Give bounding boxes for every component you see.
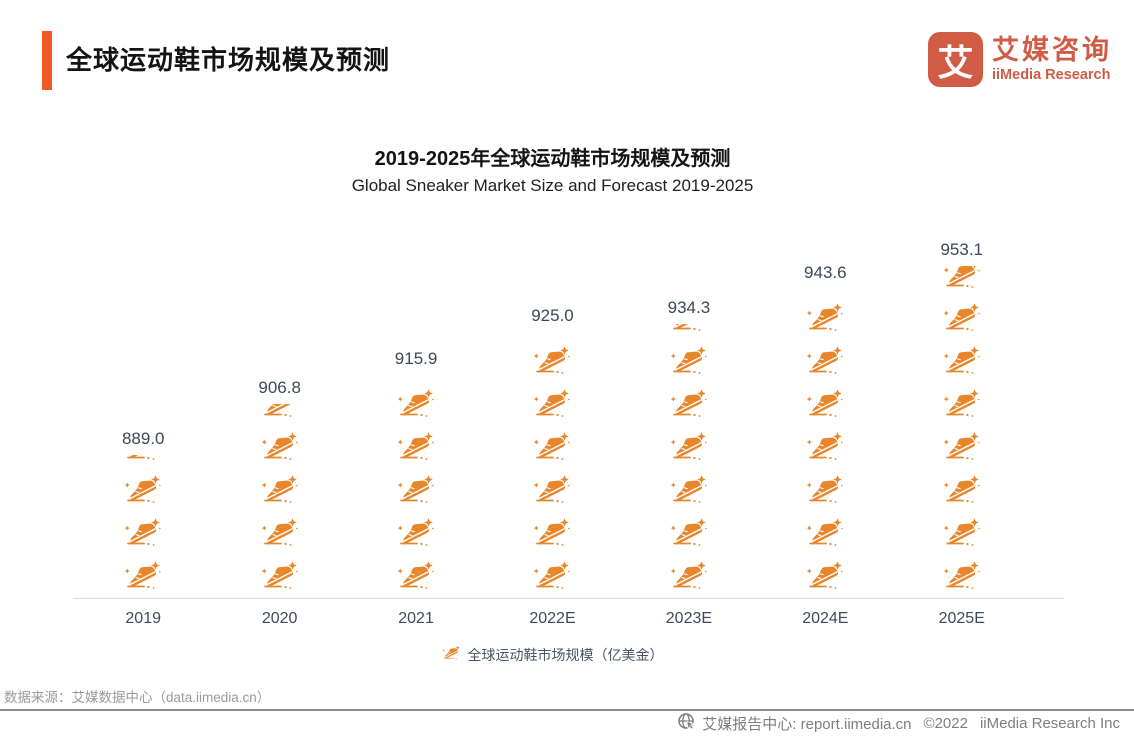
value-label: 943.6 xyxy=(804,263,847,282)
footer-divider xyxy=(0,709,1134,711)
sneaker-icon xyxy=(533,461,571,504)
sneaker-icon xyxy=(943,375,981,418)
globe-cursor-icon xyxy=(677,712,696,735)
sneaker-icon xyxy=(533,418,571,461)
x-axis-label: 2019 xyxy=(125,610,161,627)
logo-name-en: iiMedia Research xyxy=(992,67,1111,84)
sneaker-icon xyxy=(670,504,708,547)
iimedia-logo-icon: 艾 xyxy=(928,32,983,87)
sneaker-icon xyxy=(670,461,708,504)
sneaker-icon xyxy=(670,375,708,418)
logo-text: 艾媒咨询 iiMedia Research xyxy=(992,34,1112,84)
sneaker-icon xyxy=(943,504,981,547)
sneaker-icon xyxy=(261,547,299,590)
chart-column: 943.6 xyxy=(757,210,893,598)
chart-column: 906.8 xyxy=(211,210,347,598)
sneaker-icon xyxy=(397,375,435,418)
chart-column: 953.1 xyxy=(894,210,1030,598)
x-axis-label: 2024E xyxy=(802,610,849,627)
sneaker-icon xyxy=(441,645,461,665)
sneaker-icon xyxy=(670,547,708,590)
sneaker-icon-partial xyxy=(124,455,162,461)
value-label: 925.0 xyxy=(531,306,574,325)
sneaker-icon xyxy=(261,461,299,504)
data-source-note: 数据来源：艾媒数据中心（data.iimedia.cn） xyxy=(4,690,271,705)
sneaker-icon xyxy=(806,418,844,461)
chart-column: 915.9 xyxy=(348,210,484,598)
sneaker-icon xyxy=(806,375,844,418)
sneaker-icon xyxy=(397,547,435,590)
sneaker-icon xyxy=(397,461,435,504)
title-accent-bar xyxy=(42,31,52,90)
chart-column: 889.0 xyxy=(75,210,211,598)
sneaker-icon xyxy=(806,547,844,590)
value-label: 915.9 xyxy=(394,349,438,368)
chart-title: 2019-2025年全球运动鞋市场规模及预测 xyxy=(374,148,731,170)
sneaker-icon xyxy=(943,547,981,590)
company-text: iiMedia Research Inc xyxy=(979,715,1120,732)
logo-name-cn: 艾媒咨询 xyxy=(992,34,1112,65)
x-axis-label: 2025E xyxy=(938,610,985,627)
value-label: 906.8 xyxy=(258,378,301,397)
sneaker-icon xyxy=(124,547,162,590)
sneaker-icon xyxy=(806,289,844,332)
sneaker-icon xyxy=(806,504,844,547)
x-axis-label: 2022E xyxy=(529,610,576,627)
x-axis-label: 2021 xyxy=(398,610,434,627)
sneaker-icon xyxy=(261,418,299,461)
x-axis-line xyxy=(73,598,1064,599)
chart-subtitle: Global Sneaker Market Size and Forecast … xyxy=(351,176,754,195)
chart-plot-area: 889.0 906.8 915.9 925.0 934.3 943.6 953.1 xyxy=(75,210,1030,598)
sneaker-icon xyxy=(806,332,844,375)
chart-legend: 全球运动鞋市场规模（亿美金） xyxy=(75,645,1030,665)
sneaker-icon xyxy=(943,289,981,332)
sneaker-icon xyxy=(670,418,708,461)
sneaker-icon xyxy=(533,375,571,418)
iimedia-logo: 艾 艾媒咨询 iiMedia Research xyxy=(928,32,1112,87)
sneaker-icon xyxy=(533,504,571,547)
value-label: 953.1 xyxy=(940,240,984,259)
sneaker-icon xyxy=(533,332,571,375)
sneaker-icon xyxy=(943,332,981,375)
x-axis-labels: 2019 2020 2021 2022E 2023E 2024E 2025E xyxy=(75,610,1030,628)
x-axis-label: 2023E xyxy=(665,610,713,627)
sneaker-icon-partial xyxy=(261,404,299,418)
report-center-text: 艾媒报告中心: report.iimedia.cn xyxy=(702,716,912,733)
sneaker-icon xyxy=(806,461,844,504)
sneaker-icon xyxy=(943,418,981,461)
sneaker-icon xyxy=(124,504,162,547)
sneaker-icon xyxy=(397,504,435,547)
chart-column: 925.0 xyxy=(484,210,620,598)
footer-bar: 艾媒报告中心: report.iimedia.cn ©2022 iiMedia … xyxy=(677,712,1120,735)
page-title: 全球运动鞋市场规模及预测 xyxy=(66,45,391,75)
copyright-text: ©2022 xyxy=(923,715,968,732)
chart-column: 934.3 xyxy=(621,210,757,598)
sneaker-icon xyxy=(124,461,162,504)
x-axis-label: 2020 xyxy=(261,610,298,627)
sneaker-icon xyxy=(670,332,708,375)
sneaker-icon-partial xyxy=(670,324,708,332)
sneaker-icon xyxy=(533,547,571,590)
sneaker-icon xyxy=(261,504,299,547)
sneaker-icon-partial xyxy=(943,266,981,289)
sneaker-icon xyxy=(943,461,981,504)
legend-label: 全球运动鞋市场规模（亿美金） xyxy=(467,647,664,663)
value-label: 934.3 xyxy=(667,298,711,317)
value-label: 889.0 xyxy=(121,429,165,448)
sneaker-icon xyxy=(397,418,435,461)
